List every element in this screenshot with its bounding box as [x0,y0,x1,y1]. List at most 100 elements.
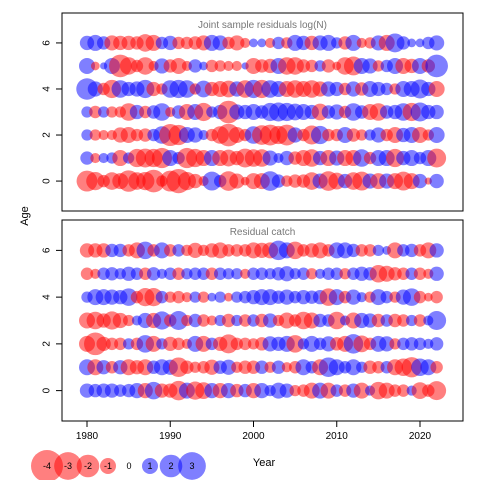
bubble-age4-2022 [428,80,445,97]
legend-bubble [178,452,206,480]
bubble-age2-1980 [81,129,93,141]
y-tick-label: 4 [42,294,53,300]
y-axis-2: 0 2 4 6 [42,247,63,393]
bubble-age2-1982 [98,129,109,141]
bubble-age4-1992 [178,80,196,98]
bubble-age6-2019 [407,38,417,48]
legend-bubble [54,452,82,480]
bubble-age5-2014 [362,58,378,74]
bubble-age1-2002 [262,150,278,166]
y-tick-label: 4 [42,86,53,92]
bubble-age5-2006 [297,267,310,280]
bubble-age0-1993 [188,173,203,189]
bubble-age3-1994 [197,314,210,327]
bubble-age0-2013 [353,382,370,399]
bubble-age2-2013 [356,129,368,141]
bubble-age4-2012 [345,289,361,305]
panel-bubbles [76,33,448,194]
bubble-age5-1981 [90,61,100,71]
bubble-age2-2022 [428,127,445,144]
bubble-age4-1995 [207,292,217,302]
legend-bubble [142,458,158,474]
x-axis: 1980 1990 2000 2010 2020 [76,420,432,442]
bubble-age4-1991 [172,290,185,304]
bubble-age0-2022 [429,173,444,189]
bubble-age6-2022 [429,243,444,258]
bubble-age1-2012 [345,359,362,376]
bubble-age6-2002 [265,37,276,48]
bubble-age6-2022 [429,35,445,51]
bubble-age1-2022 [430,361,443,374]
panels-layer: Joint sample residuals log(N) Residual ca… [61,12,464,422]
bubble-age1-1980 [80,151,94,165]
bubble-age5-1983 [105,267,119,281]
bubble-age5-1995 [205,59,219,73]
bubble-age5-1994 [199,61,208,71]
bubble-age3-2002 [262,313,278,328]
bubble-age0-2003 [271,174,286,188]
bubble-age3-2020 [413,314,427,327]
bubble-age2-2016 [379,336,395,352]
legend-bubble [76,454,100,478]
bubble-age6-1999 [240,37,251,48]
bubble-age2-2022 [429,337,444,351]
y-axis-label: Age [19,206,31,226]
bubble-age6-2012 [345,34,362,51]
legend-label: -2 [84,461,92,471]
bubble-age2-1981 [89,129,101,141]
bubble-age4-1993 [189,291,201,303]
x-axis-label: Year [253,457,276,469]
bubble-age0-2001 [254,383,270,399]
axes-layer: 0 2 4 6 0 2 4 6 1980 1990 2000 2010 2020 [42,40,432,442]
bubble-age5-2010 [330,267,343,280]
bubble-age3-1994 [194,102,213,122]
panel-2: Residual catch [61,219,464,422]
y-tick-label: 0 [42,178,53,184]
bubble-age3-2022 [427,311,447,330]
bubble-age4-1992 [181,292,192,303]
bubble-age4-2021 [423,292,433,302]
bubble-age5-1991 [170,57,187,74]
bubble-age3-1982 [97,106,110,118]
bubble-age4-2013 [356,292,367,303]
bubble-age0-2022 [427,381,447,401]
bubble-age6-2013 [356,37,367,48]
bubble-age5-1996 [214,60,226,72]
bubble-age1-1981 [90,152,101,164]
legend-label: 2 [168,461,173,471]
bubble-age6-1998 [229,35,245,51]
x-tick-label: 2010 [326,431,349,442]
bubble-age2-1993 [187,127,203,143]
bubble-age0-1988 [142,169,165,193]
bubble-age6-1993 [187,242,203,258]
bubble-age2-1988 [145,335,162,352]
bubble-age5-2007 [305,59,318,73]
bubble-age2-2005 [286,335,304,353]
bubble-age4-1988 [146,81,161,97]
bubble-age1-2022 [427,148,447,168]
bubble-age5-1996 [214,267,227,280]
legend-label: 0 [126,461,131,471]
bubble-age2-1984 [114,337,127,351]
bubble-age0-1998 [229,173,245,189]
bubble-age5-1989 [156,268,167,279]
bubble-age2-1999 [238,337,252,351]
bubble-age6-2018 [396,36,411,50]
bubble-age5-1980 [79,57,95,74]
legend-label: 3 [189,461,194,471]
panel-1: Joint sample residuals log(N) [61,12,464,212]
bubble-age3-2010 [327,311,346,330]
bubble-age1-2001 [255,360,269,374]
bubble-age2-1991 [172,337,185,351]
bubble-age5-2007 [306,268,318,280]
bubble-age2-2012 [346,128,361,142]
legend-label: -3 [64,461,72,471]
x-tick-label: 1980 [76,431,99,442]
bubble-age5-2008 [315,268,326,279]
bubble-age4-2016 [380,290,393,304]
bubble-age1-2004 [281,362,292,373]
bubble-age2-2020 [412,127,428,144]
bubble-age4-1996 [214,291,226,303]
bubble-age5-1981 [90,268,101,279]
